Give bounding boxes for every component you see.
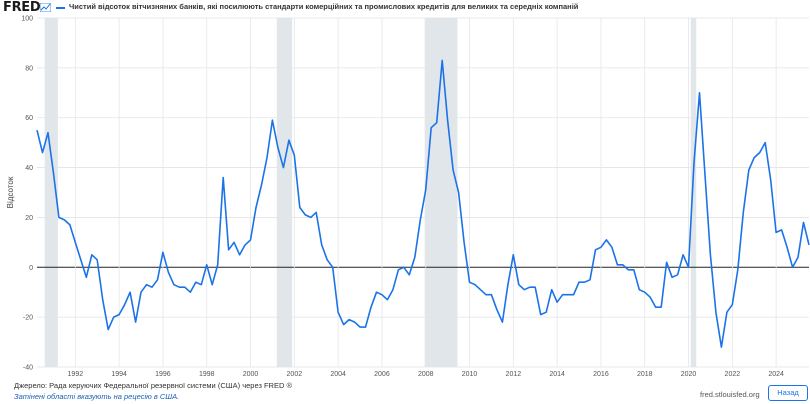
site-url[interactable]: fred.stlouisfed.org [700, 390, 760, 399]
series-group [36, 59, 810, 348]
x-tick-label: 2024 [768, 371, 784, 378]
source-note: Джерело: Рада керуючих Федеральної резер… [14, 381, 292, 390]
y-tick-labels: -40 -20 0 20 40 60 80 100 [21, 16, 33, 372]
x-tick-label: 1994 [111, 371, 127, 378]
x-tick-label: 2008 [418, 371, 434, 378]
y-tick-label: -40 [23, 365, 33, 372]
fred-logo-chart-icon [40, 3, 51, 12]
back-button[interactable]: Назад [768, 385, 808, 401]
legend-swatch [56, 7, 65, 9]
y-axis-label: Відсоток [6, 176, 15, 208]
y-tick-label: 0 [29, 265, 33, 272]
x-tick-label: 1992 [68, 371, 84, 378]
x-tick-label: 2014 [549, 371, 565, 378]
line-chart: -40 -20 0 20 40 60 80 100 1992 1994 1996 1998 2000 2… [6, 16, 810, 378]
y-tick-label: 100 [21, 16, 33, 23]
recession-note: Затінені області вказують на рецесію в С… [14, 392, 180, 401]
x-tick-label: 2020 [681, 371, 697, 378]
recession-shading-group [44, 18, 697, 367]
series-line-0 [36, 59, 810, 348]
chart-header: FRED Чистий відсоток вітчизняних банків,… [0, 0, 810, 18]
x-tick-label: 1998 [199, 371, 215, 378]
x-tick-label: 2002 [287, 371, 303, 378]
y-tick-label: 60 [25, 115, 33, 122]
x-tick-label: 2016 [593, 371, 609, 378]
x-tick-label: 1996 [155, 371, 171, 378]
x-tick-label: 2018 [637, 371, 653, 378]
x-tick-label: 2004 [330, 371, 346, 378]
recession-band-3 [690, 18, 697, 367]
fred-logo[interactable]: FRED [3, 0, 41, 15]
x-tick-label: 2006 [374, 371, 390, 378]
recession-band-1 [276, 18, 293, 367]
y-tick-label: 20 [25, 215, 33, 222]
x-tick-labels: 1992 1994 1996 1998 2000 2002 2004 2006 2008 2010… [68, 371, 785, 378]
y-tick-label: -20 [23, 315, 33, 322]
series-title: Чистий відсоток вітчизняних банків, які … [69, 2, 579, 11]
x-tick-label: 2000 [243, 371, 259, 378]
y-tick-label: 80 [25, 65, 33, 72]
x-tick-label: 2022 [725, 371, 741, 378]
y-tick-label: 40 [25, 165, 33, 172]
x-tick-label: 2010 [462, 371, 478, 378]
recession-band-0 [44, 18, 58, 367]
x-tick-label: 2012 [506, 371, 522, 378]
